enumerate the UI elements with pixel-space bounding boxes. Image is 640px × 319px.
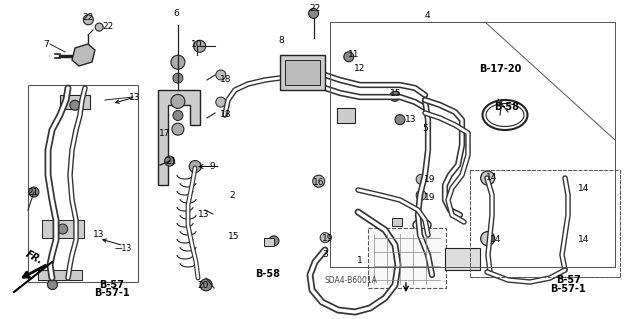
Text: 13: 13: [129, 93, 140, 102]
Text: 16: 16: [313, 178, 324, 187]
Circle shape: [416, 190, 426, 200]
Text: 22: 22: [309, 4, 321, 13]
Text: 18: 18: [220, 110, 231, 119]
Circle shape: [308, 8, 319, 19]
Text: 6: 6: [173, 9, 179, 18]
Text: 14: 14: [490, 235, 502, 244]
Circle shape: [216, 70, 226, 80]
Bar: [280, 55, 325, 90]
Text: 2: 2: [229, 191, 234, 200]
Circle shape: [481, 232, 495, 246]
Bar: [42, 220, 84, 238]
Text: 9: 9: [210, 162, 215, 171]
Circle shape: [313, 175, 324, 187]
Circle shape: [395, 115, 405, 125]
Text: 20: 20: [198, 281, 209, 290]
Circle shape: [173, 73, 183, 83]
Bar: [392, 218, 402, 226]
Polygon shape: [158, 90, 200, 185]
Bar: [337, 108, 355, 123]
Text: 1: 1: [357, 256, 362, 265]
Text: 22: 22: [83, 13, 94, 22]
Text: B-57-1: B-57-1: [550, 284, 586, 294]
Text: B-57: B-57: [100, 279, 124, 290]
Text: 7: 7: [44, 40, 49, 48]
Polygon shape: [72, 44, 95, 66]
Text: 13: 13: [198, 210, 209, 219]
Text: 14: 14: [578, 235, 589, 244]
Circle shape: [83, 15, 93, 25]
Bar: [264, 238, 274, 246]
Text: 13: 13: [93, 230, 105, 239]
Circle shape: [200, 279, 212, 291]
Text: 22: 22: [102, 22, 113, 31]
Text: FR.: FR.: [24, 249, 44, 267]
Bar: [330, 22, 615, 267]
Text: 10: 10: [191, 40, 203, 48]
Circle shape: [344, 52, 354, 62]
Text: 14: 14: [578, 184, 589, 193]
Text: 4: 4: [425, 11, 430, 20]
Circle shape: [70, 100, 80, 110]
Circle shape: [216, 97, 226, 107]
Text: 11: 11: [348, 50, 359, 59]
Text: 17: 17: [159, 129, 171, 138]
Bar: [38, 270, 82, 280]
Text: B-58: B-58: [494, 102, 520, 112]
Text: 19: 19: [424, 193, 436, 202]
Text: 14: 14: [486, 173, 497, 182]
Text: 5: 5: [423, 124, 428, 133]
Text: 18: 18: [220, 75, 231, 84]
Text: SDA4-B6001A: SDA4-B6001A: [324, 276, 377, 285]
Bar: [60, 95, 90, 109]
Text: —13: —13: [115, 244, 132, 253]
Circle shape: [194, 40, 205, 52]
Circle shape: [416, 174, 426, 184]
Circle shape: [47, 279, 58, 290]
Text: 15: 15: [390, 89, 401, 98]
Circle shape: [164, 156, 175, 166]
Bar: [28, 85, 138, 282]
Text: 12: 12: [354, 64, 365, 73]
Text: B-17-20: B-17-20: [479, 63, 522, 74]
Circle shape: [320, 233, 330, 243]
Text: 21: 21: [28, 189, 39, 197]
Text: B-57: B-57: [556, 275, 580, 285]
Bar: [445, 248, 480, 270]
Text: 8: 8: [279, 36, 284, 45]
Bar: [470, 170, 620, 277]
Circle shape: [29, 187, 39, 197]
Text: 13: 13: [405, 115, 417, 124]
Circle shape: [171, 94, 185, 108]
Circle shape: [58, 224, 68, 234]
Circle shape: [173, 110, 183, 121]
Circle shape: [171, 55, 185, 69]
Circle shape: [172, 123, 184, 135]
Bar: [368, 228, 446, 288]
Circle shape: [481, 171, 495, 185]
Circle shape: [95, 23, 103, 31]
Text: 19: 19: [424, 175, 436, 184]
Circle shape: [269, 236, 279, 246]
Text: 15: 15: [228, 232, 239, 241]
Text: B-58: B-58: [255, 269, 280, 279]
Circle shape: [189, 160, 201, 173]
Text: 3: 3: [323, 250, 328, 259]
Text: B-57-1: B-57-1: [94, 288, 130, 298]
Circle shape: [390, 91, 400, 101]
Text: 19: 19: [322, 234, 333, 243]
Bar: [285, 60, 320, 85]
Text: 21: 21: [166, 157, 177, 166]
